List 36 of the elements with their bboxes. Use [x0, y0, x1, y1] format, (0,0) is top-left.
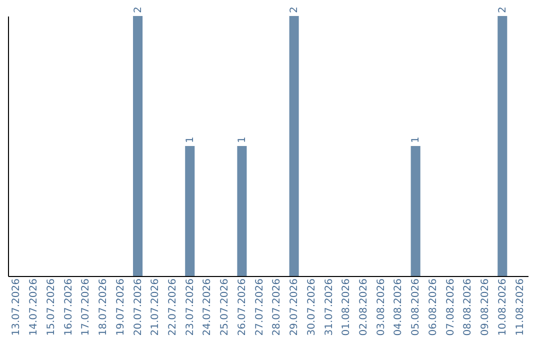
- x-tick-label: 16.07.2026: [63, 278, 74, 336]
- x-tick-label: 25.07.2026: [220, 278, 231, 336]
- data-label: 1: [184, 136, 196, 143]
- data-label: 1: [410, 136, 422, 143]
- x-tick-label: 07.08.2026: [445, 278, 456, 336]
- x-tick-label: 23.07.2026: [184, 278, 196, 336]
- x-tick-label: 15.07.2026: [46, 278, 57, 336]
- x-tick-label: 28.07.2026: [272, 278, 283, 336]
- x-tick-label: 19.07.2026: [115, 278, 126, 336]
- x-tick-label: 11.08.2026: [514, 278, 526, 336]
- x-tick-label: 05.08.2026: [410, 278, 422, 336]
- data-label: 2: [497, 6, 508, 13]
- x-tick-label: 02.08.2026: [358, 278, 370, 336]
- x-tick-label: 04.08.2026: [393, 278, 404, 336]
- x-tick-label: 30.07.2026: [306, 278, 318, 336]
- x-tick-label: 03.08.2026: [376, 278, 387, 336]
- data-label: 2: [289, 6, 300, 13]
- x-tick-label: 09.08.2026: [480, 278, 492, 336]
- x-tick-label: 01.08.2026: [341, 278, 352, 336]
- data-label: 2: [132, 6, 144, 13]
- x-tick-label: 24.07.2026: [202, 278, 214, 336]
- x-tick-label: 06.08.2026: [428, 278, 439, 336]
- x-tick-label: 22.07.2026: [168, 278, 179, 336]
- x-tick-label: 13.07.2026: [11, 278, 22, 336]
- x-tick-label: 18.07.2026: [98, 278, 110, 336]
- x-tick-label: 08.08.2026: [462, 278, 474, 336]
- x-tick-label: 26.07.2026: [236, 278, 248, 336]
- x-tick-label: 21.07.2026: [150, 278, 162, 336]
- x-tick-label: 14.07.2026: [28, 278, 40, 336]
- x-tick-label: 20.07.2026: [132, 278, 144, 336]
- x-tick-label: 27.07.2026: [254, 278, 266, 336]
- x-tick-label: 29.07.2026: [289, 278, 300, 336]
- x-tick-label: 31.07.2026: [324, 278, 335, 336]
- x-tick-label: 10.08.2026: [497, 278, 508, 336]
- data-label: 1: [236, 136, 248, 143]
- x-tick-label: 17.07.2026: [80, 278, 92, 336]
